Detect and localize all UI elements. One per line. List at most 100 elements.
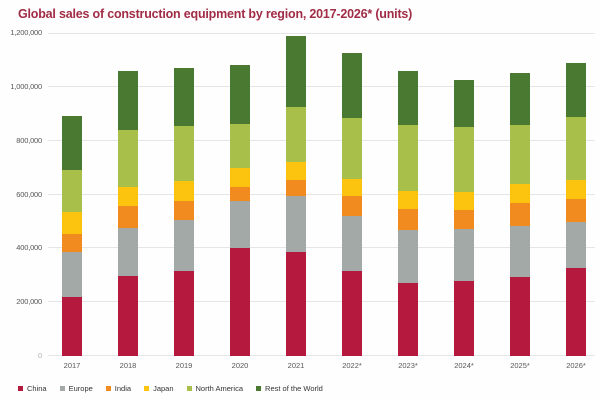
bar-segment-japan [286,162,306,181]
bar-segment-rest_of_world [454,80,474,128]
bar-segment-europe [286,195,306,253]
bar-segment-japan [230,168,250,187]
gridline [48,139,595,141]
bar-segment-india [230,186,250,202]
legend-label: North America [195,384,244,393]
bar-segment-china [174,271,194,356]
bar-segment-india [510,203,530,226]
legend-label: India [114,384,132,393]
plot-area: 2017 2018 2019 2020 2021 2022* 2023* 2024* 2025*… [48,33,595,370]
bar-segment-japan [118,186,138,207]
x-tick-label: 2018 [119,361,137,370]
bar-segment-north_america [398,125,418,192]
bar-segment-rest_of_world [62,116,82,171]
bar-segment-rest_of_world [174,68,194,127]
legend-swatch-india [105,386,111,391]
bar-segment-north_america [510,124,530,185]
bar-segment-europe [398,229,418,284]
bar-segment-rest_of_world [286,35,306,107]
y-axis: 0 200,000 400,000 600,000 800,000 1,000,000 1,… [0,28,44,360]
bar-segment-north_america [454,127,474,193]
legend-item-china: China [18,384,47,393]
bar-segment-north_america [286,106,306,163]
bar-segment-china [118,276,138,356]
bar-segment-india [286,180,306,196]
bar-segment-rest_of_world [230,65,250,124]
legend-item-rest_of_world: Rest of the World [256,384,323,393]
bar-segment-china [62,296,82,356]
y-tick-label: 800,000 [16,135,42,145]
bar-segment-europe [454,228,474,282]
y-tick-label: 1,000,000 [10,81,42,91]
bar-segment-china [230,248,250,356]
legend: China Europe India Japan North America Rest o… [18,384,323,393]
bar-segment-japan [342,178,362,197]
bar-segment-china [566,267,586,356]
x-tick-label: 2026* [566,361,586,370]
bar-segment-europe [566,221,586,268]
bar-segment-china [510,276,530,356]
bar-segment-china [286,252,306,356]
bar-segment-india [454,210,474,229]
legend-swatch-japan [144,386,150,391]
x-tick-label: 2021 [287,361,305,370]
bar-segment-europe [118,227,138,277]
bar-segment-north_america [230,124,250,169]
bar-segment-india [62,233,82,253]
bar-segment-europe [510,225,530,277]
bar-segment-rest_of_world [342,53,362,118]
y-tick-label: 1,200,000 [10,28,42,37]
bar-segment-japan [566,179,586,200]
legend-item-europe: Europe [59,384,93,393]
bar-segment-china [398,283,418,356]
x-tick-label: 2023* [398,361,418,370]
bar-segment-europe [62,252,82,297]
bar-segment-japan [510,184,530,204]
bar-segment-china [342,271,362,356]
x-tick-label: 2024* [454,361,474,370]
bar-segment-north_america [566,117,586,180]
gridline [48,355,595,356]
x-tick-label: 2025* [510,361,530,370]
legend-label: Europe [68,384,93,393]
bar-segment-rest_of_world [510,73,530,125]
legend-label: Japan [153,384,174,393]
bar-segment-japan [174,180,194,201]
gridline [48,301,595,303]
legend-swatch-north_america [186,386,192,391]
bar-segment-north_america [342,117,362,179]
bar-segment-japan [454,192,474,211]
x-tick-label: 2022* [342,361,362,370]
bar-segment-north_america [118,130,138,187]
legend-swatch-europe [59,386,65,391]
x-tick-label: 2020 [231,361,249,370]
bar-segment-india [174,200,194,220]
gridline [48,33,595,34]
bar-segment-europe [230,201,250,249]
bar-segment-rest_of_world [118,70,138,131]
gridline [48,247,595,249]
bar-segment-north_america [62,170,82,212]
legend-swatch-china [18,386,23,391]
y-tick-label: 600,000 [16,189,42,199]
bar-segment-india [398,208,418,230]
x-tick-label: 2019 [175,361,193,370]
bar-segment-europe [174,219,194,272]
x-tick-label: 2017 [63,361,81,370]
y-tick-label: 400,000 [16,243,42,253]
bar-segment-rest_of_world [398,71,418,126]
legend-item-japan: Japan [144,384,174,393]
chart-title: Global sales of construction equipment b… [18,7,413,21]
bar-segment-north_america [174,126,194,181]
bar-segment-china [454,281,474,356]
legend-item-india: India [105,384,132,393]
legend-item-north_america: North America [186,384,244,393]
bar-segment-rest_of_world [566,63,586,117]
y-tick-label: 0 [38,351,42,360]
bar-segment-japan [398,191,418,209]
bar-segment-india [342,196,362,217]
y-tick-label: 200,000 [16,297,42,307]
bar-segment-india [566,199,586,222]
legend-label: China [27,384,47,393]
